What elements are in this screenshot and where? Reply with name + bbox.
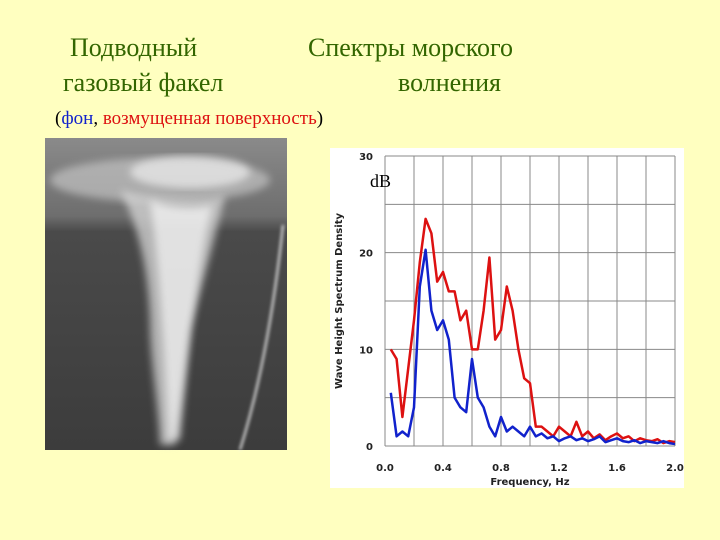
x-tick-label: 1.2 [550, 463, 568, 474]
y-tick-label: 20 [359, 249, 373, 260]
legend-separator: , [93, 108, 98, 129]
series-line [389, 217, 676, 445]
legend-paren: ) [317, 108, 323, 129]
series-line [389, 248, 676, 446]
right-title: волнения [398, 68, 501, 97]
x-tick-label: 0.8 [492, 463, 510, 474]
legend-entry: возмущенная поверхность [103, 108, 317, 129]
left-title: Подводный [70, 33, 197, 62]
photo [45, 138, 287, 451]
y-tick-label: 0 [366, 442, 373, 453]
x-tick-label: 1.6 [608, 463, 626, 474]
legend-text: (фон, возмущенная поверхность) [55, 108, 323, 129]
right-title: Спектры морского [308, 33, 513, 62]
unit-label: dB [370, 171, 391, 191]
x-tick-label: 2.0 [666, 463, 684, 474]
y-tick-label: 10 [359, 345, 373, 356]
left-title: газовый факел [63, 68, 223, 97]
y-axis-title: Wave Height Spectrum Density [334, 213, 345, 389]
legend-paren: ( [55, 108, 61, 129]
x-tick-label: 0.4 [434, 463, 452, 474]
y-tick-label: 30 [359, 152, 373, 163]
x-tick-label: 0.0 [376, 463, 394, 474]
legend-entry: фон [61, 108, 93, 129]
x-axis-title: Frequency, Hz [490, 477, 569, 488]
